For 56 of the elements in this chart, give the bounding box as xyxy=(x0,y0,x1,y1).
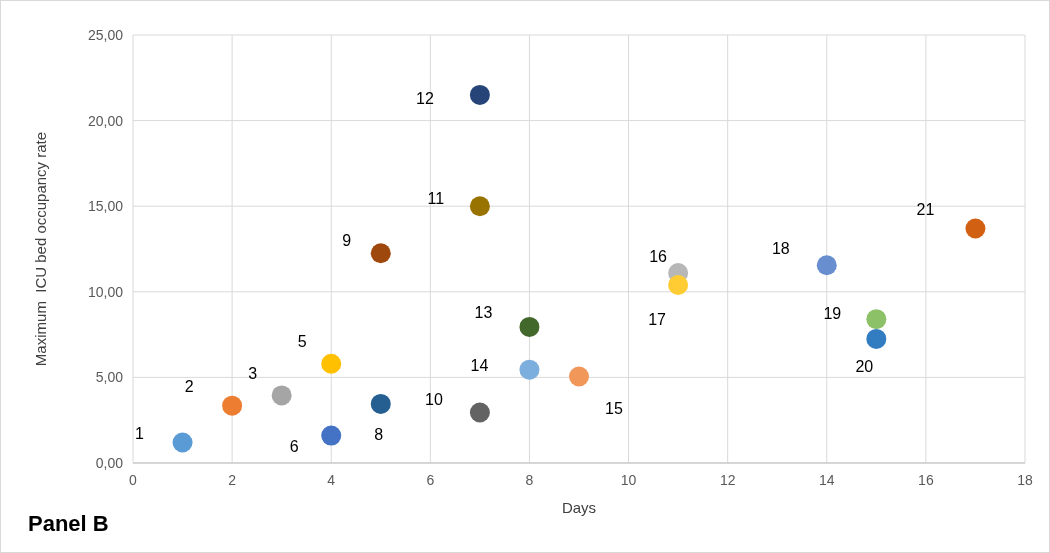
point xyxy=(519,316,540,337)
point xyxy=(271,385,292,406)
annotation: 20 xyxy=(855,357,874,375)
x-tick-label: 10 xyxy=(620,472,637,488)
point xyxy=(569,366,589,387)
annotation: 17 xyxy=(648,310,667,328)
point xyxy=(222,395,243,416)
point xyxy=(469,402,490,423)
y-axis-title: Maximum ICU bed occupancy rate xyxy=(32,131,49,367)
point xyxy=(172,432,193,453)
annotation: 18 xyxy=(771,240,790,258)
y-tick-label: 0,00 xyxy=(95,455,124,471)
annotation: 19 xyxy=(823,305,842,323)
x-tick-label: 8 xyxy=(525,472,534,488)
annotation: 14 xyxy=(470,356,489,374)
point xyxy=(469,196,490,217)
y-tick-label: 15,00 xyxy=(87,198,124,215)
annotation: 21 xyxy=(916,201,935,219)
annotation: 10 xyxy=(424,391,443,409)
x-tick-label: 16 xyxy=(918,472,934,488)
point xyxy=(866,328,887,349)
annotation: 3 xyxy=(248,365,258,383)
x-tick-label: 12 xyxy=(719,472,736,488)
point xyxy=(519,359,540,380)
point xyxy=(816,255,837,276)
annotation: 8 xyxy=(374,425,384,443)
x-axis-title: Days xyxy=(561,499,597,516)
annotation: 2 xyxy=(184,377,194,395)
point xyxy=(866,309,887,330)
text: Panel B xyxy=(28,511,109,536)
point xyxy=(668,274,689,295)
y-tick-label: 25,00 xyxy=(87,27,124,43)
annotation: 12 xyxy=(415,89,434,107)
point xyxy=(370,243,391,264)
x-tick-label: 4 xyxy=(327,472,336,488)
annotation: 11 xyxy=(427,190,445,208)
annotation: 6 xyxy=(289,437,299,455)
annotation: 5 xyxy=(297,332,307,350)
point xyxy=(469,84,490,105)
x-tick-label: 6 xyxy=(426,472,435,488)
x-tick-label: 14 xyxy=(818,472,835,488)
y-tick-label: 5,00 xyxy=(95,369,124,386)
y-tick-label: 10,00 xyxy=(87,283,124,300)
annotation: 15 xyxy=(605,399,623,417)
x-tick-label: 2 xyxy=(228,472,237,488)
point xyxy=(321,425,342,446)
annotation: 16 xyxy=(649,247,668,265)
x-tick-label: 0 xyxy=(129,472,138,488)
point xyxy=(370,393,391,414)
point xyxy=(965,218,986,239)
point xyxy=(321,353,342,374)
x-tick-label: 18 xyxy=(1017,472,1033,488)
annotation: 1 xyxy=(135,425,145,443)
annotation: 13 xyxy=(474,303,493,321)
annotation: 9 xyxy=(342,232,352,250)
y-tick-label: 20,00 xyxy=(87,112,124,129)
